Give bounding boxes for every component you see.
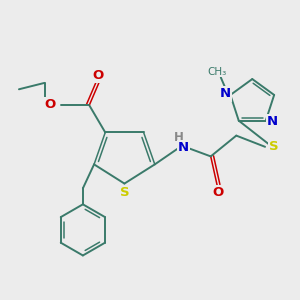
Text: CH₃: CH₃ xyxy=(207,67,226,76)
Text: S: S xyxy=(269,140,279,153)
Text: O: O xyxy=(93,69,104,82)
Text: N: N xyxy=(267,115,278,128)
Text: O: O xyxy=(212,186,224,199)
Text: O: O xyxy=(45,98,56,111)
Text: N: N xyxy=(220,88,231,100)
Text: S: S xyxy=(120,186,130,199)
Text: H: H xyxy=(174,131,184,144)
Text: N: N xyxy=(178,141,189,154)
